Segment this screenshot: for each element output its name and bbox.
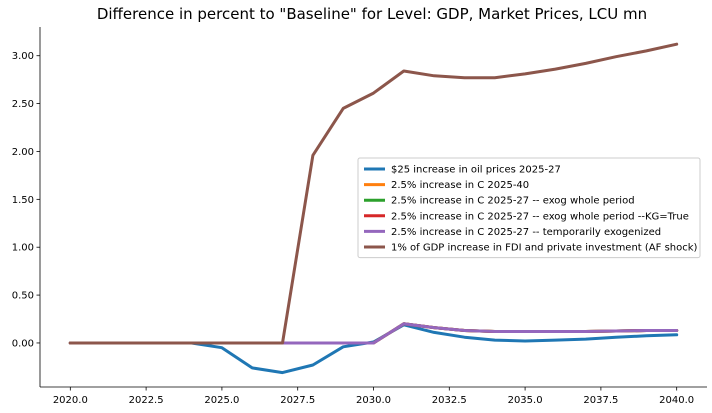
x-tick-label: 2032.5 bbox=[432, 395, 467, 406]
legend-label: 1% of GDP increase in FDI and private in… bbox=[391, 243, 698, 254]
x-tick-label: 2035.0 bbox=[508, 395, 543, 406]
x-tick-label: 2037.5 bbox=[583, 395, 618, 406]
y-tick-label: 3.00 bbox=[12, 51, 34, 62]
series-lines bbox=[68, 42, 679, 375]
x-tick-label: 2027.5 bbox=[280, 395, 315, 406]
legend-label: 2.5% increase in C 2025-27 -- temporaril… bbox=[391, 227, 661, 238]
legend-label: 2.5% increase in C 2025-40 bbox=[391, 180, 529, 191]
y-tick-label: 1.00 bbox=[12, 243, 34, 254]
x-tick-label: 2040.0 bbox=[659, 395, 694, 406]
y-tick-label: 2.00 bbox=[12, 147, 34, 158]
chart-title: Difference in percent to "Baseline" for … bbox=[97, 5, 647, 23]
x-tick-label: 2025.0 bbox=[204, 395, 239, 406]
legend-frame bbox=[357, 157, 701, 259]
y-tick-label: 0.50 bbox=[12, 291, 34, 302]
legend-label: 2.5% increase in C 2025-27 -- exog whole… bbox=[391, 211, 689, 222]
y-tick-label: 1.50 bbox=[12, 195, 34, 206]
x-tick-label: 2022.5 bbox=[129, 395, 164, 406]
legend-label: 2.5% increase in C 2025-27 -- exog whole… bbox=[391, 196, 635, 207]
x-tick-label: 2030.0 bbox=[356, 395, 391, 406]
y-tick-label: 0.00 bbox=[12, 338, 34, 349]
legend: $25 increase in oil prices 2025-27 2.5% i… bbox=[357, 157, 701, 259]
series-line-6 bbox=[68, 42, 679, 345]
y-tick-label: 2.50 bbox=[12, 99, 34, 110]
x-tick-label: 2020.0 bbox=[53, 395, 88, 406]
axes: 0.00 0.50 1.00 1.50 2.00 2.50 3.00 2020.0 2022.5… bbox=[12, 27, 707, 406]
legend-label: $25 increase in oil prices 2025-27 bbox=[391, 165, 561, 176]
